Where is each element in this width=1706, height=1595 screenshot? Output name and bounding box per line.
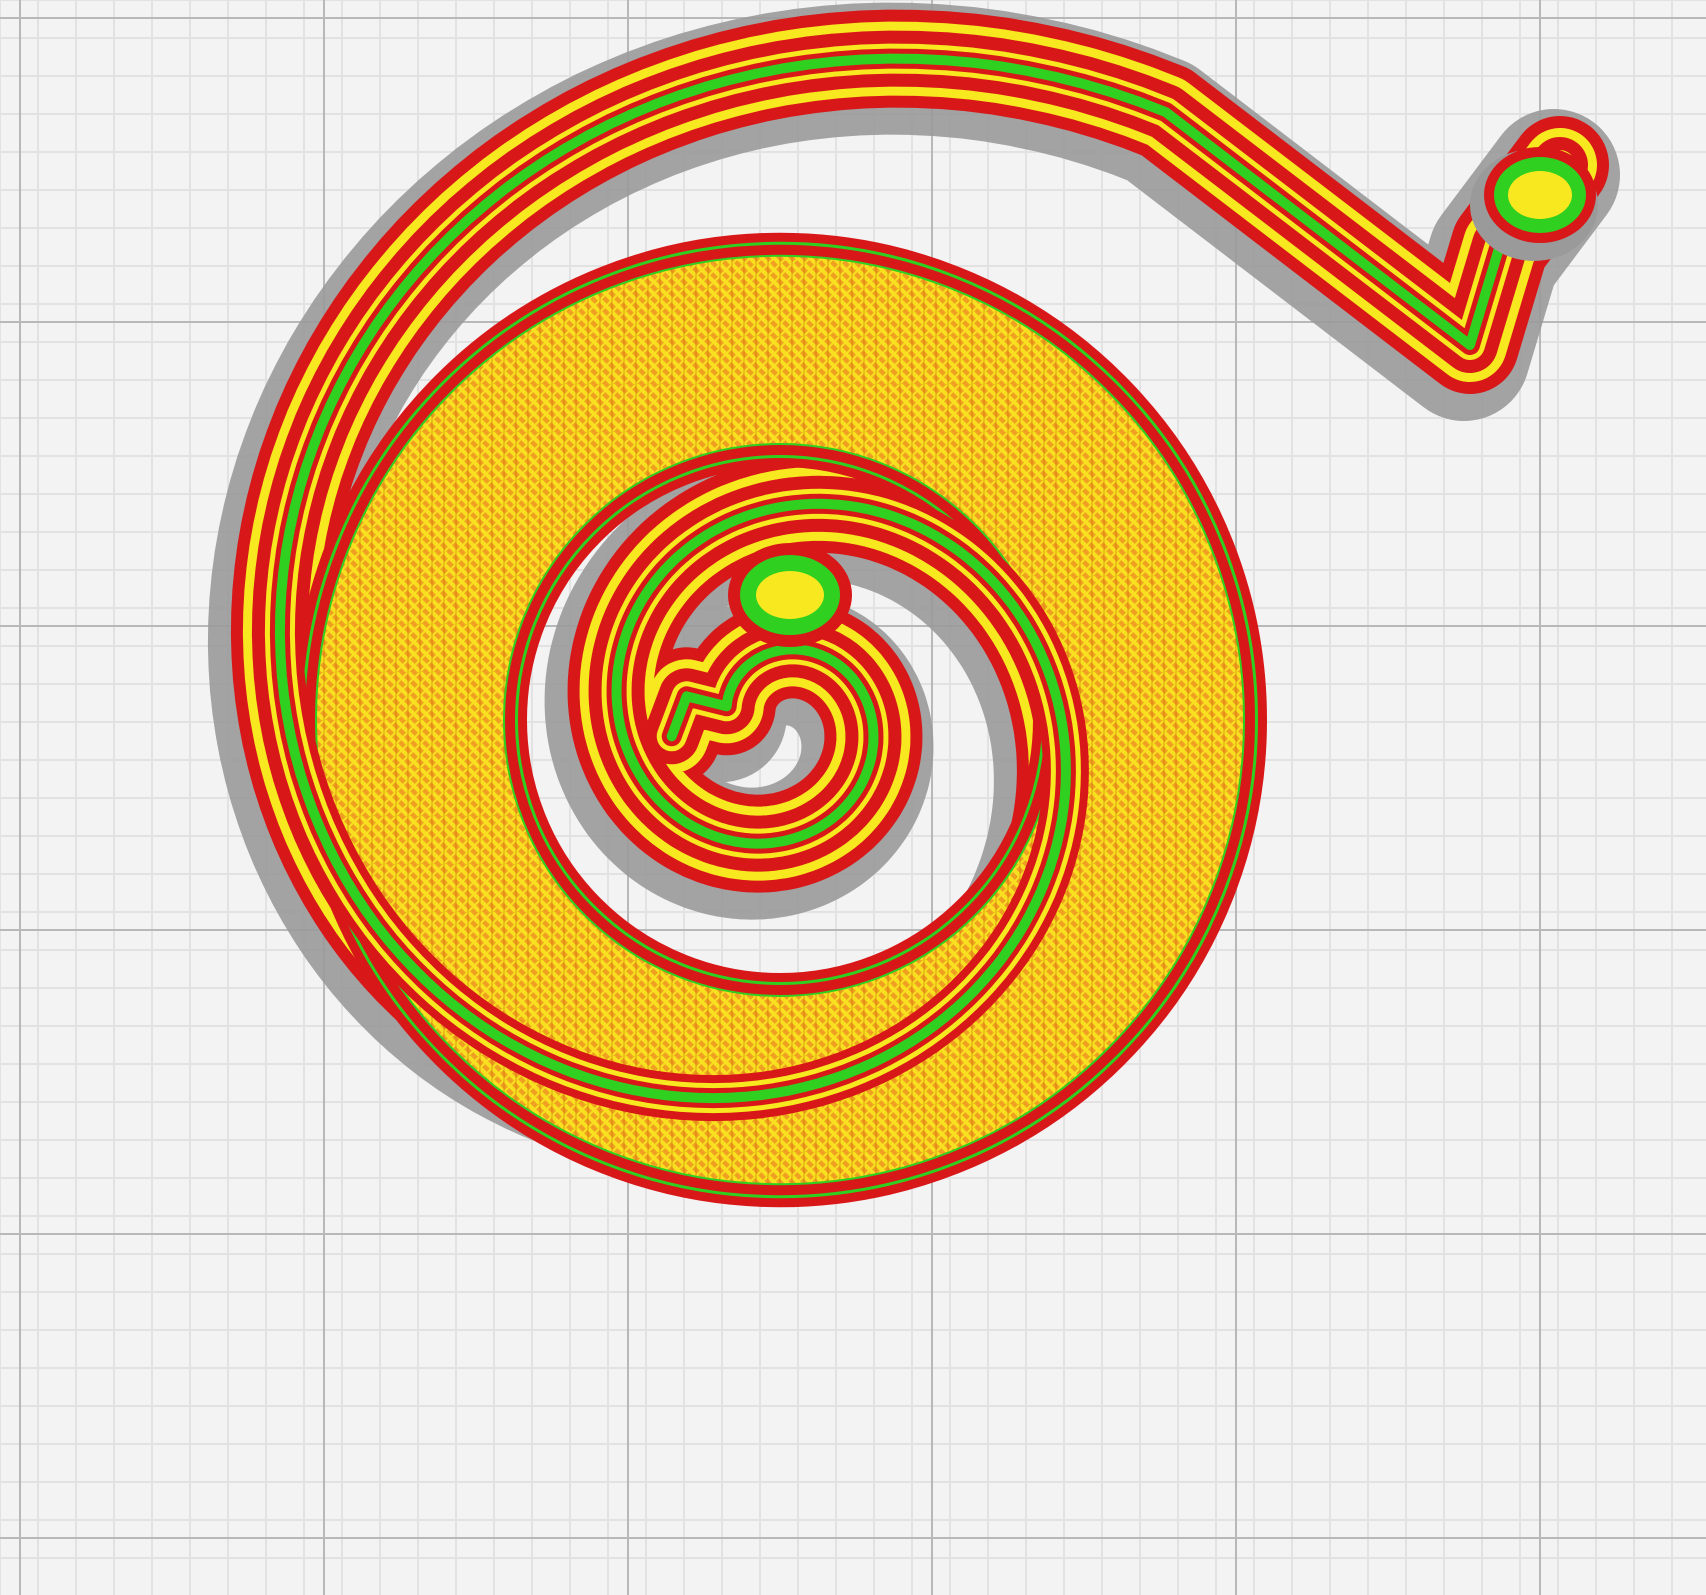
spiral-head-blob (728, 543, 852, 647)
slice-preview-canvas[interactable] (0, 0, 1706, 1595)
slicer-layer-viewport[interactable] (0, 0, 1706, 1595)
